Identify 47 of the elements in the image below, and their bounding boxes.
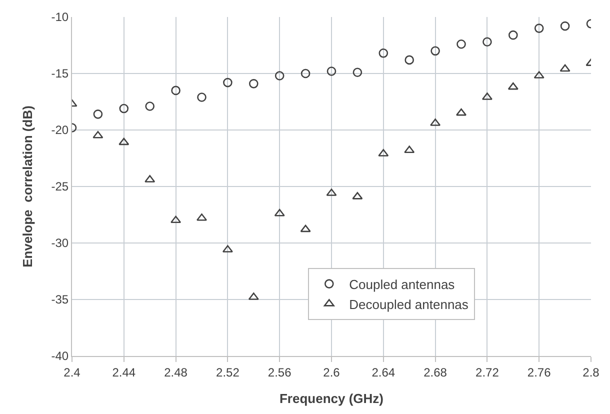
point [508,30,518,40]
x-tick-label: 2.52 [216,365,240,380]
point [93,110,103,119]
point [119,104,129,114]
y-tick-label: -20 [51,123,69,138]
y-tick-label: -15 [51,66,69,81]
point [456,39,466,49]
x-tick-label: 2.72 [476,365,500,380]
point [430,46,440,56]
point [171,86,180,96]
x-tick-label: 2.64 [372,365,396,380]
x-tick-label: 2.4 [64,365,81,380]
y-axis-title: Envelope correlation (dB) [20,106,36,268]
legend-label: Decoupled antennas [349,296,469,312]
x-tick-label: 2.68 [424,365,448,380]
point [170,216,182,224]
point [326,66,336,76]
point [118,138,130,146]
y-tick-label: -35 [51,292,69,307]
x-tick-label: 2.6 [323,365,340,380]
point [352,68,362,78]
point [404,55,414,65]
x-tick-label: 2.8 [582,365,600,380]
y-tick-label: -30 [51,236,69,250]
point [274,71,284,80]
point [197,92,206,102]
point [508,82,518,90]
y-tick-label: -10 [51,10,69,24]
point [145,102,154,111]
point [300,224,311,232]
x-tick-label: 2.76 [527,365,552,380]
x-tick-label: 2.48 [164,365,188,380]
legend-label: Coupled antennas [349,276,456,292]
point [560,21,570,31]
y-tick-label: -40 [51,349,69,364]
point [378,48,388,58]
point [482,37,492,47]
x-tick-label: 2.56 [268,365,292,380]
point [249,79,258,88]
x-tick-label: 2.44 [112,365,136,380]
point [274,208,285,216]
point [534,24,544,33]
y-tick-label: -25 [51,180,69,194]
x-axis-title: Frequency (GHz) [279,391,384,406]
point [300,68,310,78]
point [223,78,232,88]
point [560,64,570,72]
